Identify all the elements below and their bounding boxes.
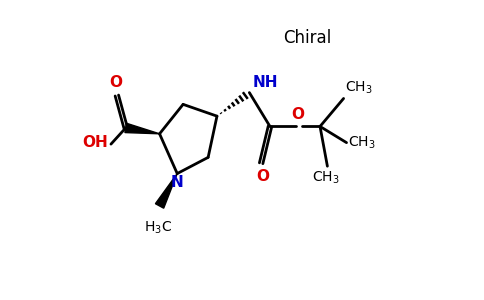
Text: Chiral: Chiral xyxy=(283,29,331,47)
Text: N: N xyxy=(171,175,183,190)
Text: OH: OH xyxy=(82,135,108,150)
Polygon shape xyxy=(125,123,160,134)
Text: O: O xyxy=(256,169,269,184)
Text: O: O xyxy=(291,107,304,122)
Text: CH$_3$: CH$_3$ xyxy=(348,134,376,151)
Text: O: O xyxy=(109,75,122,90)
Text: CH$_3$: CH$_3$ xyxy=(312,169,340,185)
Polygon shape xyxy=(155,174,177,208)
Text: NH: NH xyxy=(252,75,278,90)
Text: CH$_3$: CH$_3$ xyxy=(345,79,373,95)
Text: H$_3$C: H$_3$C xyxy=(144,219,172,236)
